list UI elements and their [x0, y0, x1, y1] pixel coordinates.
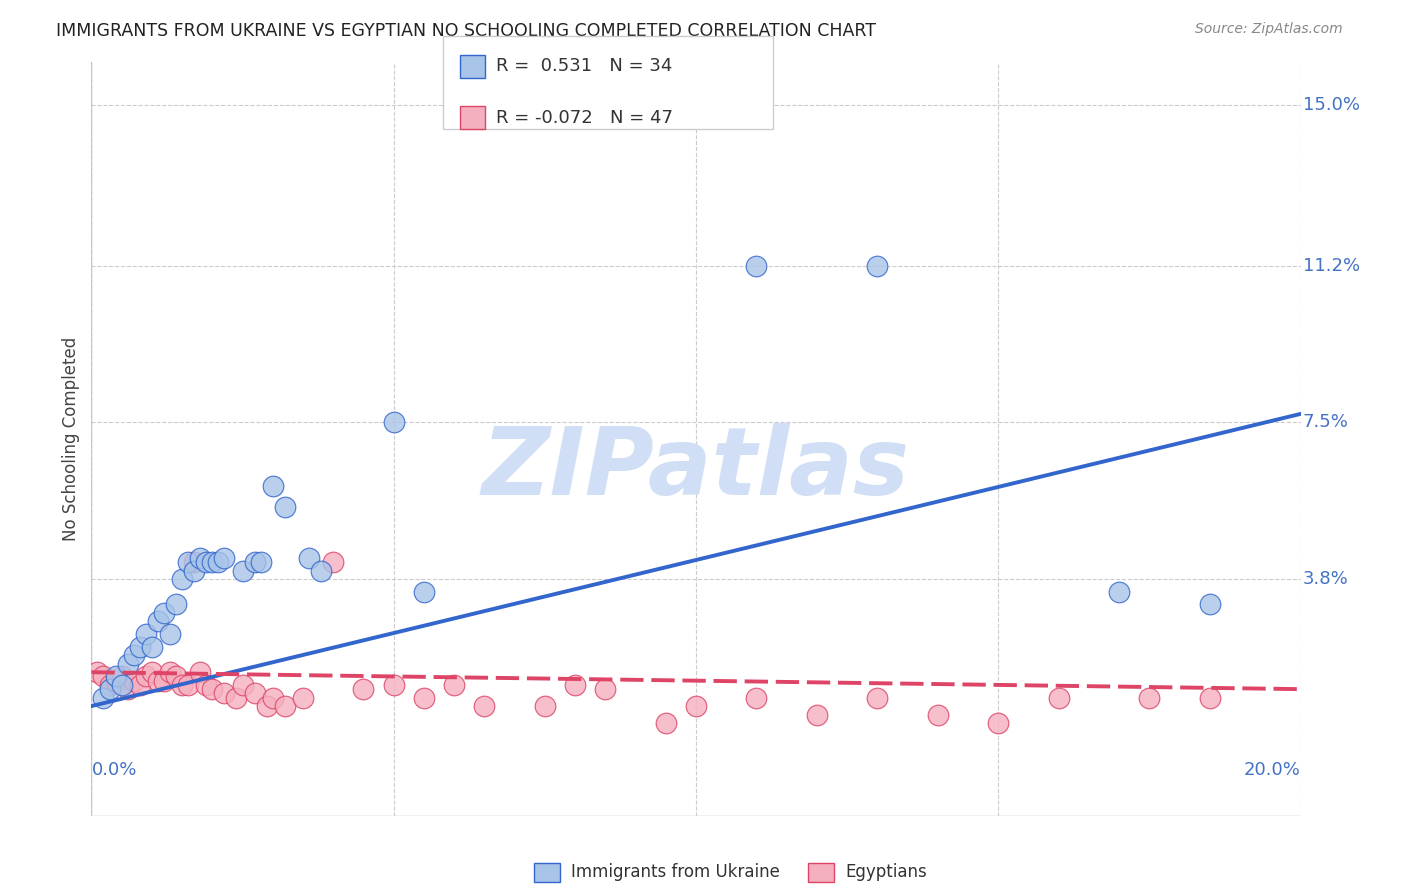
- Point: [201, 555, 224, 569]
- Point: [231, 564, 253, 578]
- Text: 20.0%: 20.0%: [1244, 761, 1301, 779]
- Point: [93, 669, 115, 683]
- Point: [382, 416, 405, 430]
- Point: [987, 716, 1010, 731]
- Point: [98, 678, 121, 692]
- Point: [382, 678, 405, 692]
- Point: [413, 690, 436, 705]
- Point: [256, 699, 278, 714]
- Point: [214, 550, 236, 565]
- Point: [111, 678, 132, 692]
- Point: [122, 673, 145, 688]
- Point: [413, 584, 436, 599]
- Point: [262, 479, 284, 493]
- Point: [806, 707, 828, 722]
- Point: [153, 673, 176, 688]
- Point: [188, 550, 211, 565]
- Point: [177, 555, 200, 569]
- Point: [141, 665, 163, 680]
- Point: [177, 678, 200, 692]
- Text: 15.0%: 15.0%: [1303, 95, 1360, 114]
- Point: [472, 699, 495, 714]
- Point: [201, 682, 224, 697]
- Point: [927, 707, 949, 722]
- Text: 0.0%: 0.0%: [91, 761, 136, 779]
- Point: [866, 690, 889, 705]
- Point: [93, 690, 115, 705]
- Text: Egyptians: Egyptians: [845, 863, 927, 881]
- Point: [533, 699, 555, 714]
- Point: [309, 564, 332, 578]
- Point: [443, 678, 465, 692]
- Point: [195, 678, 218, 692]
- Point: [1108, 584, 1130, 599]
- Point: [1047, 690, 1070, 705]
- Point: [274, 699, 297, 714]
- Point: [183, 564, 205, 578]
- Point: [122, 648, 145, 663]
- Text: 11.2%: 11.2%: [1303, 257, 1360, 275]
- Point: [243, 686, 266, 700]
- Point: [98, 682, 121, 697]
- Point: [214, 686, 236, 700]
- Point: [274, 500, 297, 514]
- Point: [745, 690, 768, 705]
- Point: [111, 669, 132, 683]
- Point: [249, 555, 271, 569]
- Point: [231, 678, 253, 692]
- Point: [104, 669, 127, 683]
- Point: [172, 572, 194, 586]
- Text: R = -0.072   N = 47: R = -0.072 N = 47: [496, 109, 673, 127]
- Point: [183, 555, 205, 569]
- Point: [225, 690, 247, 705]
- Text: 7.5%: 7.5%: [1303, 413, 1348, 432]
- Point: [86, 665, 108, 680]
- Point: [298, 550, 321, 565]
- Point: [352, 682, 374, 697]
- Point: [595, 682, 617, 697]
- Point: [135, 669, 157, 683]
- Text: R =  0.531   N = 34: R = 0.531 N = 34: [496, 57, 672, 76]
- Point: [1198, 690, 1220, 705]
- Text: 3.8%: 3.8%: [1303, 570, 1348, 588]
- Text: ZIPatlas: ZIPatlas: [482, 424, 910, 516]
- Point: [165, 669, 187, 683]
- Point: [1139, 690, 1161, 705]
- Point: [135, 627, 157, 641]
- Point: [322, 555, 344, 569]
- Point: [159, 665, 181, 680]
- Text: Source: ZipAtlas.com: Source: ZipAtlas.com: [1195, 22, 1343, 37]
- Point: [141, 640, 163, 654]
- Point: [262, 690, 284, 705]
- Point: [866, 259, 889, 273]
- Point: [685, 699, 707, 714]
- Point: [564, 678, 586, 692]
- Point: [153, 606, 176, 620]
- Y-axis label: No Schooling Completed: No Schooling Completed: [62, 337, 80, 541]
- Point: [207, 555, 229, 569]
- Point: [188, 665, 211, 680]
- Point: [104, 673, 127, 688]
- Point: [128, 640, 150, 654]
- Point: [159, 627, 181, 641]
- Point: [243, 555, 266, 569]
- Point: [146, 615, 169, 629]
- Point: [165, 598, 187, 612]
- Point: [745, 259, 768, 273]
- Point: [292, 690, 315, 705]
- Point: [117, 657, 139, 671]
- Text: Immigrants from Ukraine: Immigrants from Ukraine: [571, 863, 780, 881]
- Point: [195, 555, 218, 569]
- Text: IMMIGRANTS FROM UKRAINE VS EGYPTIAN NO SCHOOLING COMPLETED CORRELATION CHART: IMMIGRANTS FROM UKRAINE VS EGYPTIAN NO S…: [56, 22, 876, 40]
- Point: [128, 678, 150, 692]
- Point: [654, 716, 676, 731]
- Point: [146, 673, 169, 688]
- Point: [117, 682, 139, 697]
- Point: [172, 678, 194, 692]
- Point: [1198, 598, 1220, 612]
